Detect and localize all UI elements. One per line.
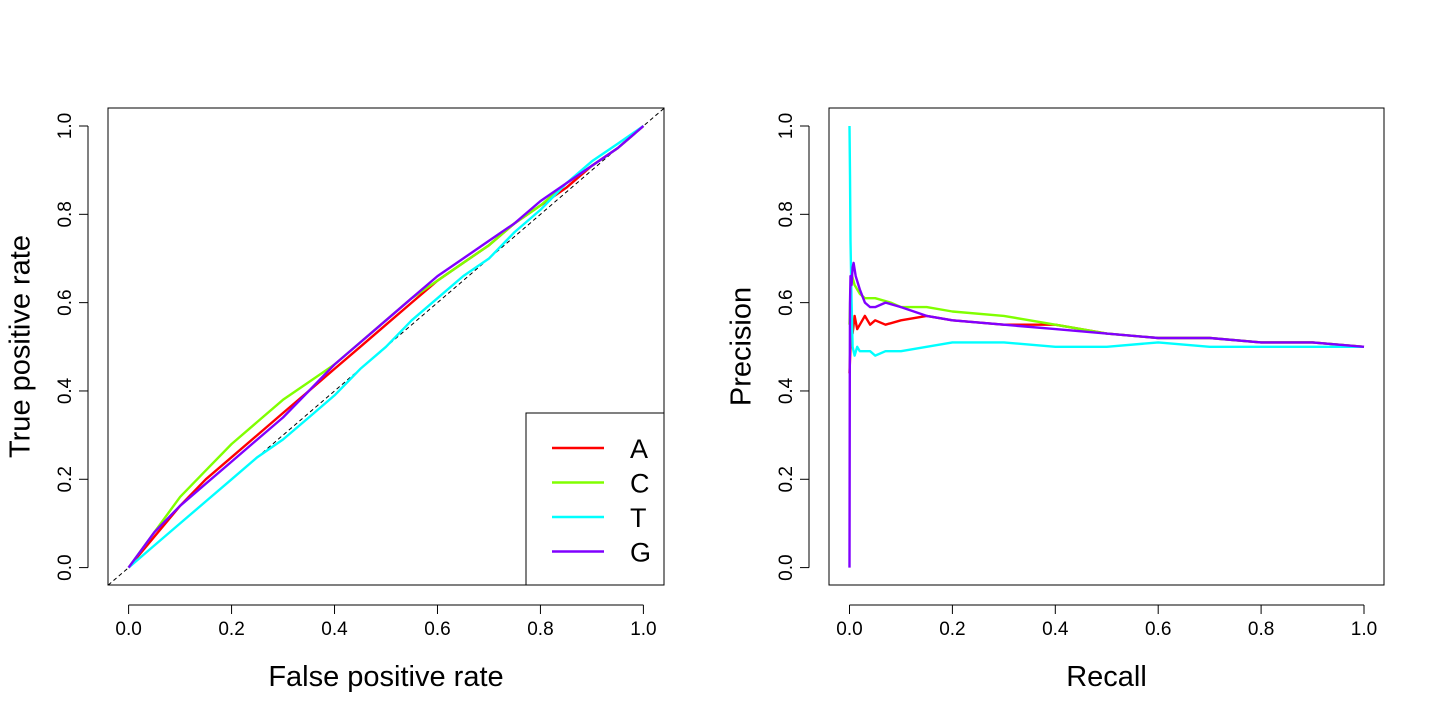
y-tick-label: 0.0 <box>776 554 797 580</box>
x-tick-label: 0.8 <box>527 619 553 640</box>
y-tick-label: 1.0 <box>776 113 797 139</box>
x-tick-label: 0.4 <box>1042 619 1069 640</box>
series-line-C <box>848 274 1365 348</box>
x-axis-title: Recall <box>1066 661 1147 693</box>
series-line-A <box>848 314 1365 374</box>
legend-label-A: A <box>630 434 648 464</box>
series-line-G <box>848 261 1365 568</box>
y-tick-label: 0.6 <box>776 289 797 315</box>
series-line-G <box>127 125 645 569</box>
y-axis-title: True positive rate <box>5 235 37 458</box>
x-tick-label: 0.0 <box>115 619 141 640</box>
y-axis: 0.0 0.2 0.4 0.6 0.8 1.0 <box>55 113 89 581</box>
plot-frame <box>107 107 665 586</box>
legend-box <box>525 412 665 586</box>
x-tick-label: 0.4 <box>321 619 348 640</box>
plot-area <box>108 108 664 585</box>
plot-area <box>848 125 1365 568</box>
roc-chart: 0.0 0.2 0.4 0.6 0.8 1.0 0.0 0.2 0.4 0.6 0.8 1.0 Fals… <box>5 107 665 693</box>
precision-recall-chart: 0.0 0.2 0.4 0.6 0.8 1.0 0.0 0.2 0.4 0.6 0.8 1.0 Reca… <box>726 107 1385 693</box>
plot-frame <box>828 107 1385 586</box>
x-tick-label: 1.0 <box>1351 619 1377 640</box>
x-tick-label: 0.8 <box>1248 619 1274 640</box>
y-axis-title: Precision <box>726 287 758 406</box>
y-axis: 0.0 0.2 0.4 0.6 0.8 1.0 <box>776 113 810 581</box>
y-tick-label: 0.6 <box>55 289 76 315</box>
x-tick-label: 0.6 <box>1145 619 1171 640</box>
y-tick-label: 1.0 <box>55 113 76 139</box>
y-tick-label: 0.2 <box>55 466 76 492</box>
series-line-T <box>848 125 1364 357</box>
x-tick-label: 0.6 <box>424 619 450 640</box>
y-tick-label: 0.0 <box>55 554 76 580</box>
legend-label-C: C <box>630 469 650 499</box>
y-tick-label: 0.8 <box>55 201 76 227</box>
y-tick-label: 0.8 <box>776 201 797 227</box>
series-line-T <box>127 125 645 569</box>
x-axis: 0.0 0.2 0.4 0.6 0.8 1.0 <box>115 604 657 640</box>
y-tick-label: 0.4 <box>55 377 76 404</box>
y-tick-label: 0.4 <box>776 377 797 404</box>
x-axis-title: False positive rate <box>268 661 503 693</box>
x-tick-label: 1.0 <box>630 619 656 640</box>
x-tick-label: 0.2 <box>939 619 965 640</box>
x-tick-label: 0.0 <box>836 619 862 640</box>
y-tick-label: 0.2 <box>776 466 797 492</box>
x-axis: 0.0 0.2 0.4 0.6 0.8 1.0 <box>836 604 1377 640</box>
x-tick-label: 0.2 <box>218 619 244 640</box>
legend-label-G: G <box>630 538 651 568</box>
legend-label-T: T <box>630 503 647 533</box>
